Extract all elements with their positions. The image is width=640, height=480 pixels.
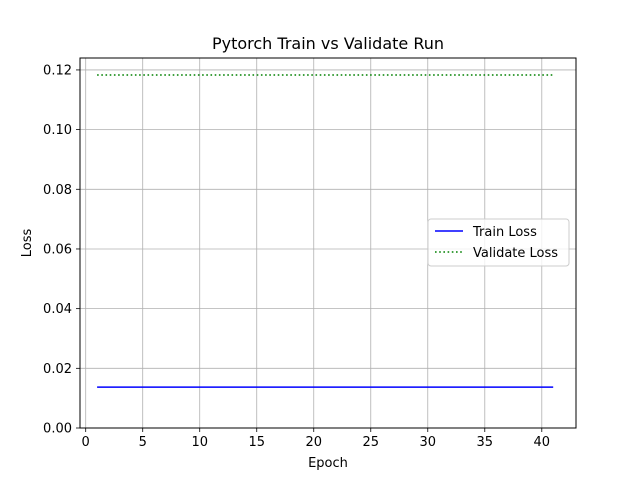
y-tick-label: 0.10 bbox=[43, 123, 72, 138]
x-tick-label: 30 bbox=[419, 435, 436, 450]
y-tick-label: 0.04 bbox=[43, 302, 72, 317]
legend-label-validate-loss: Validate Loss bbox=[473, 246, 558, 261]
x-tick-label: 0 bbox=[82, 435, 90, 450]
legend-label-train-loss: Train Loss bbox=[472, 225, 537, 240]
y-tick-label: 0.02 bbox=[43, 362, 72, 377]
x-tick-label: 5 bbox=[139, 435, 147, 450]
y-tick-label: 0.12 bbox=[43, 63, 72, 78]
x-tick-label: 25 bbox=[362, 435, 379, 450]
x-tick-label: 40 bbox=[534, 435, 551, 450]
plot-frame bbox=[79, 57, 577, 429]
series-lines bbox=[97, 74, 554, 388]
y-axis-label: Loss bbox=[20, 229, 35, 258]
y-tick-label: 0.06 bbox=[43, 242, 72, 257]
x-axis-label: Epoch bbox=[308, 456, 348, 471]
y-tick-label: 0.00 bbox=[43, 422, 72, 437]
y-tick-label: 0.08 bbox=[43, 183, 72, 198]
legend-box bbox=[427, 218, 570, 267]
legend: Train Loss Validate Loss bbox=[427, 218, 570, 267]
x-tick-label: 10 bbox=[191, 435, 208, 450]
x-tick-label: 15 bbox=[248, 435, 265, 450]
x-tick-label: 35 bbox=[477, 435, 494, 450]
x-axis-ticks: 0 5 10 15 20 25 30 35 40 bbox=[82, 428, 551, 450]
x-tick-label: 20 bbox=[305, 435, 322, 450]
chart-title: Pytorch Train vs Validate Run bbox=[212, 34, 444, 53]
y-axis-ticks: 0.00 0.02 0.04 0.06 0.08 0.10 0.12 bbox=[43, 63, 80, 437]
